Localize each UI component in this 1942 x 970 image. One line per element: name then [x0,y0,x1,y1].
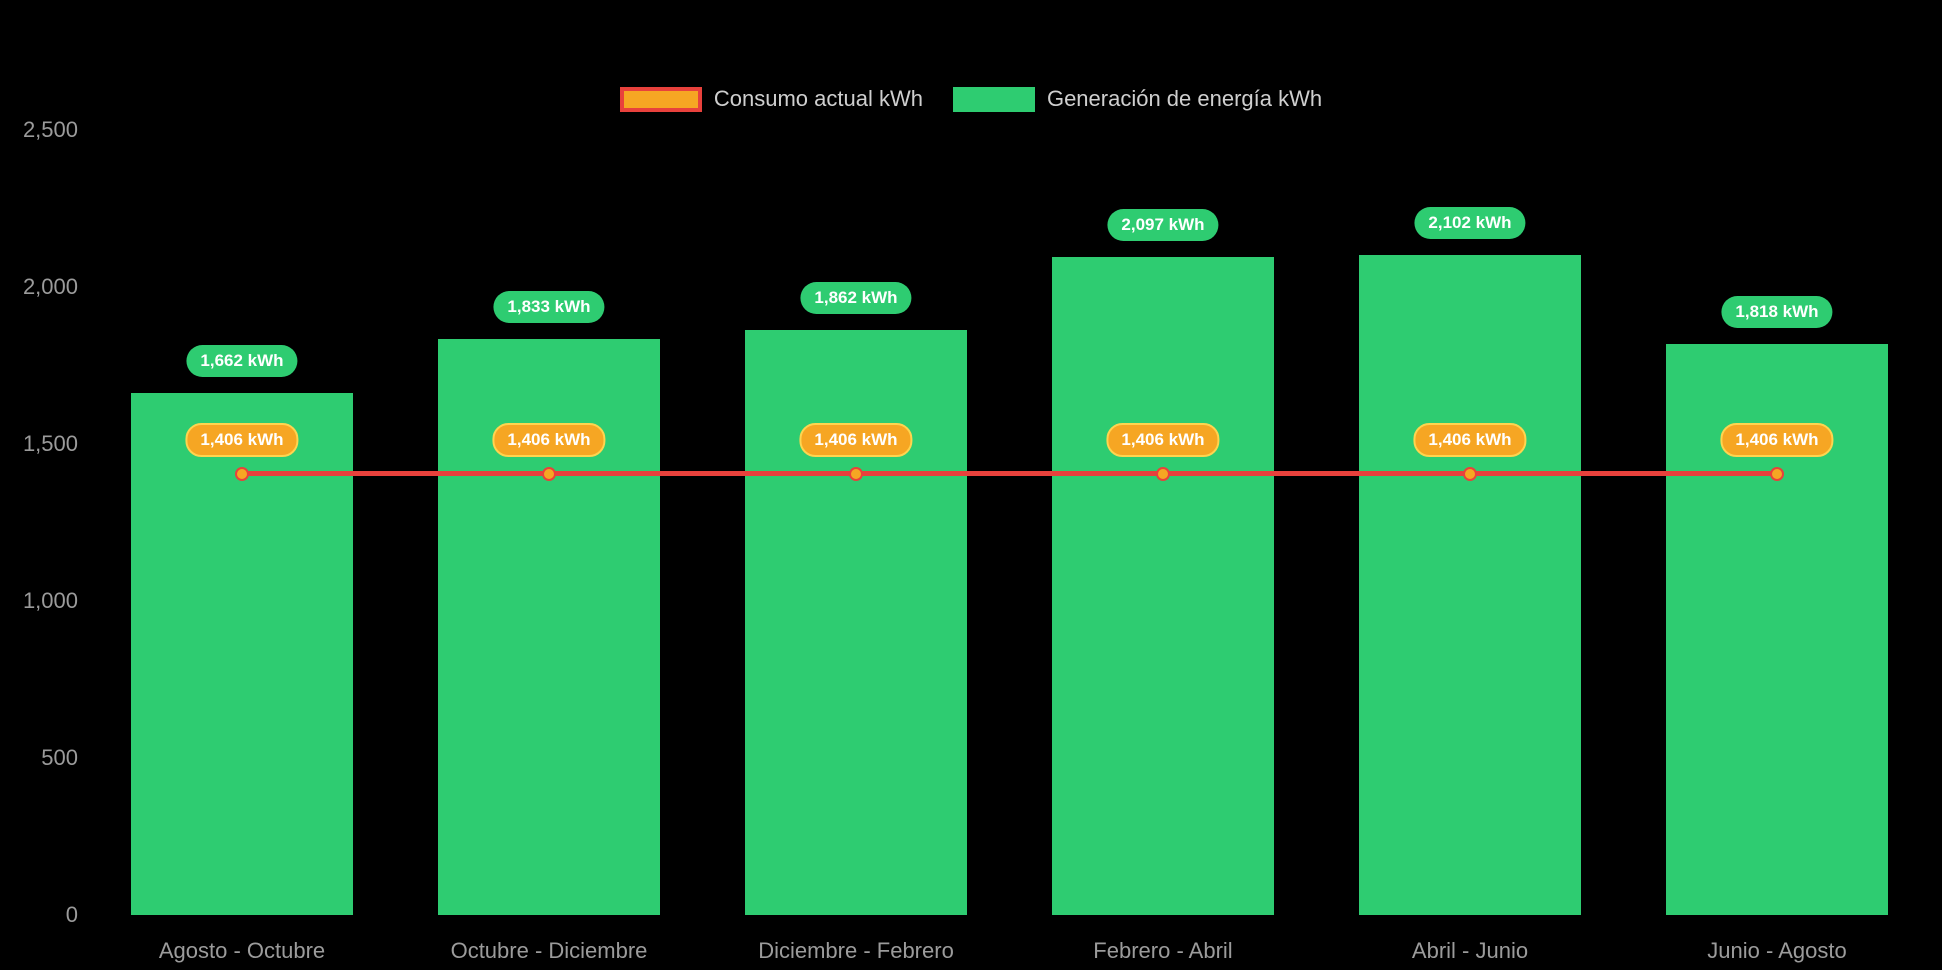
generation-bar-abril-junio[interactable] [1359,254,1581,915]
y-axis-tick-label-2000: 2,000 [22,274,78,299]
consumption-point-abril-junio[interactable] [1463,466,1477,481]
consumption-value-badge: 1,406 kWh [185,422,299,457]
chart-legend: Consumo actual kWh Generación de energía… [0,86,1942,112]
x-axis-label-octubre-diciembre: Octubre - Diciembre [450,938,648,963]
consumption-point-octubre-diciembre[interactable] [542,466,556,481]
y-axis-tick-label-2500: 2,500 [22,117,78,142]
consumption-value-badge: 1,406 kWh [1106,422,1220,457]
y-axis-tick-label-0: 0 [65,902,78,927]
legend-item-consumo-actual[interactable]: Consumo actual kWh [619,86,923,112]
x-axis-label-diciembre-febrero: Diciembre - Febrero [758,938,954,963]
consumption-value-badge: 1,406 kWh [1720,422,1834,457]
x-axis-label-junio-agosto: Junio - Agosto [1707,938,1847,963]
y-axis-tick-label-1500: 1,500 [22,431,78,456]
generation-value-badge: 1,833 kWh [493,291,605,324]
y-axis-tick-label-500: 500 [41,745,78,770]
consumption-point-agosto-octubre[interactable] [235,466,249,481]
consumption-point-febrero-abril[interactable] [1156,466,1170,481]
consumption-legend-label: Consumo actual kWh [713,86,923,111]
legend-item-generacion-energia[interactable]: Generación de energía kWh [952,86,1323,112]
x-axis-label-agosto-octubre: Agosto - Octubre [158,938,326,963]
consumption-value-badge: 1,406 kWh [799,422,913,457]
consumption-point-junio-agosto[interactable] [1770,466,1784,481]
generation-value-badge: 2,097 kWh [1107,208,1219,241]
generation-value-badge: 1,818 kWh [1721,296,1833,329]
generation-value-badge: 2,102 kWh [1414,206,1526,239]
consumption-value-badge: 1,406 kWh [1413,422,1527,457]
generation-legend-label: Generación de energía kWh [1046,86,1323,111]
generation-value-badge: 1,862 kWh [800,282,912,315]
generation-bar-diciembre-febrero[interactable] [745,330,967,915]
consumption-value-badge: 1,406 kWh [492,422,606,457]
generation-legend-swatch [952,86,1035,112]
consumption-point-diciembre-febrero[interactable] [849,466,863,481]
generation-value-badge: 1,662 kWh [186,345,298,378]
x-axis-label-febrero-abril: Febrero - Abril [1093,938,1233,963]
consumption-line [242,471,1777,477]
x-axis-label-abril-junio: Abril - Junio [1411,938,1529,963]
y-axis-tick-label-1000: 1,000 [22,588,78,613]
consumption-legend-swatch [619,86,702,112]
generation-bar-febrero-abril[interactable] [1052,256,1274,915]
